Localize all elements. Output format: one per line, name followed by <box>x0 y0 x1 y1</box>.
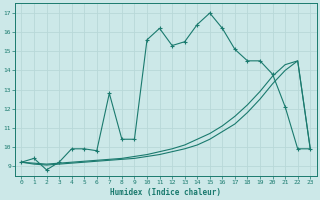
X-axis label: Humidex (Indice chaleur): Humidex (Indice chaleur) <box>110 188 221 197</box>
